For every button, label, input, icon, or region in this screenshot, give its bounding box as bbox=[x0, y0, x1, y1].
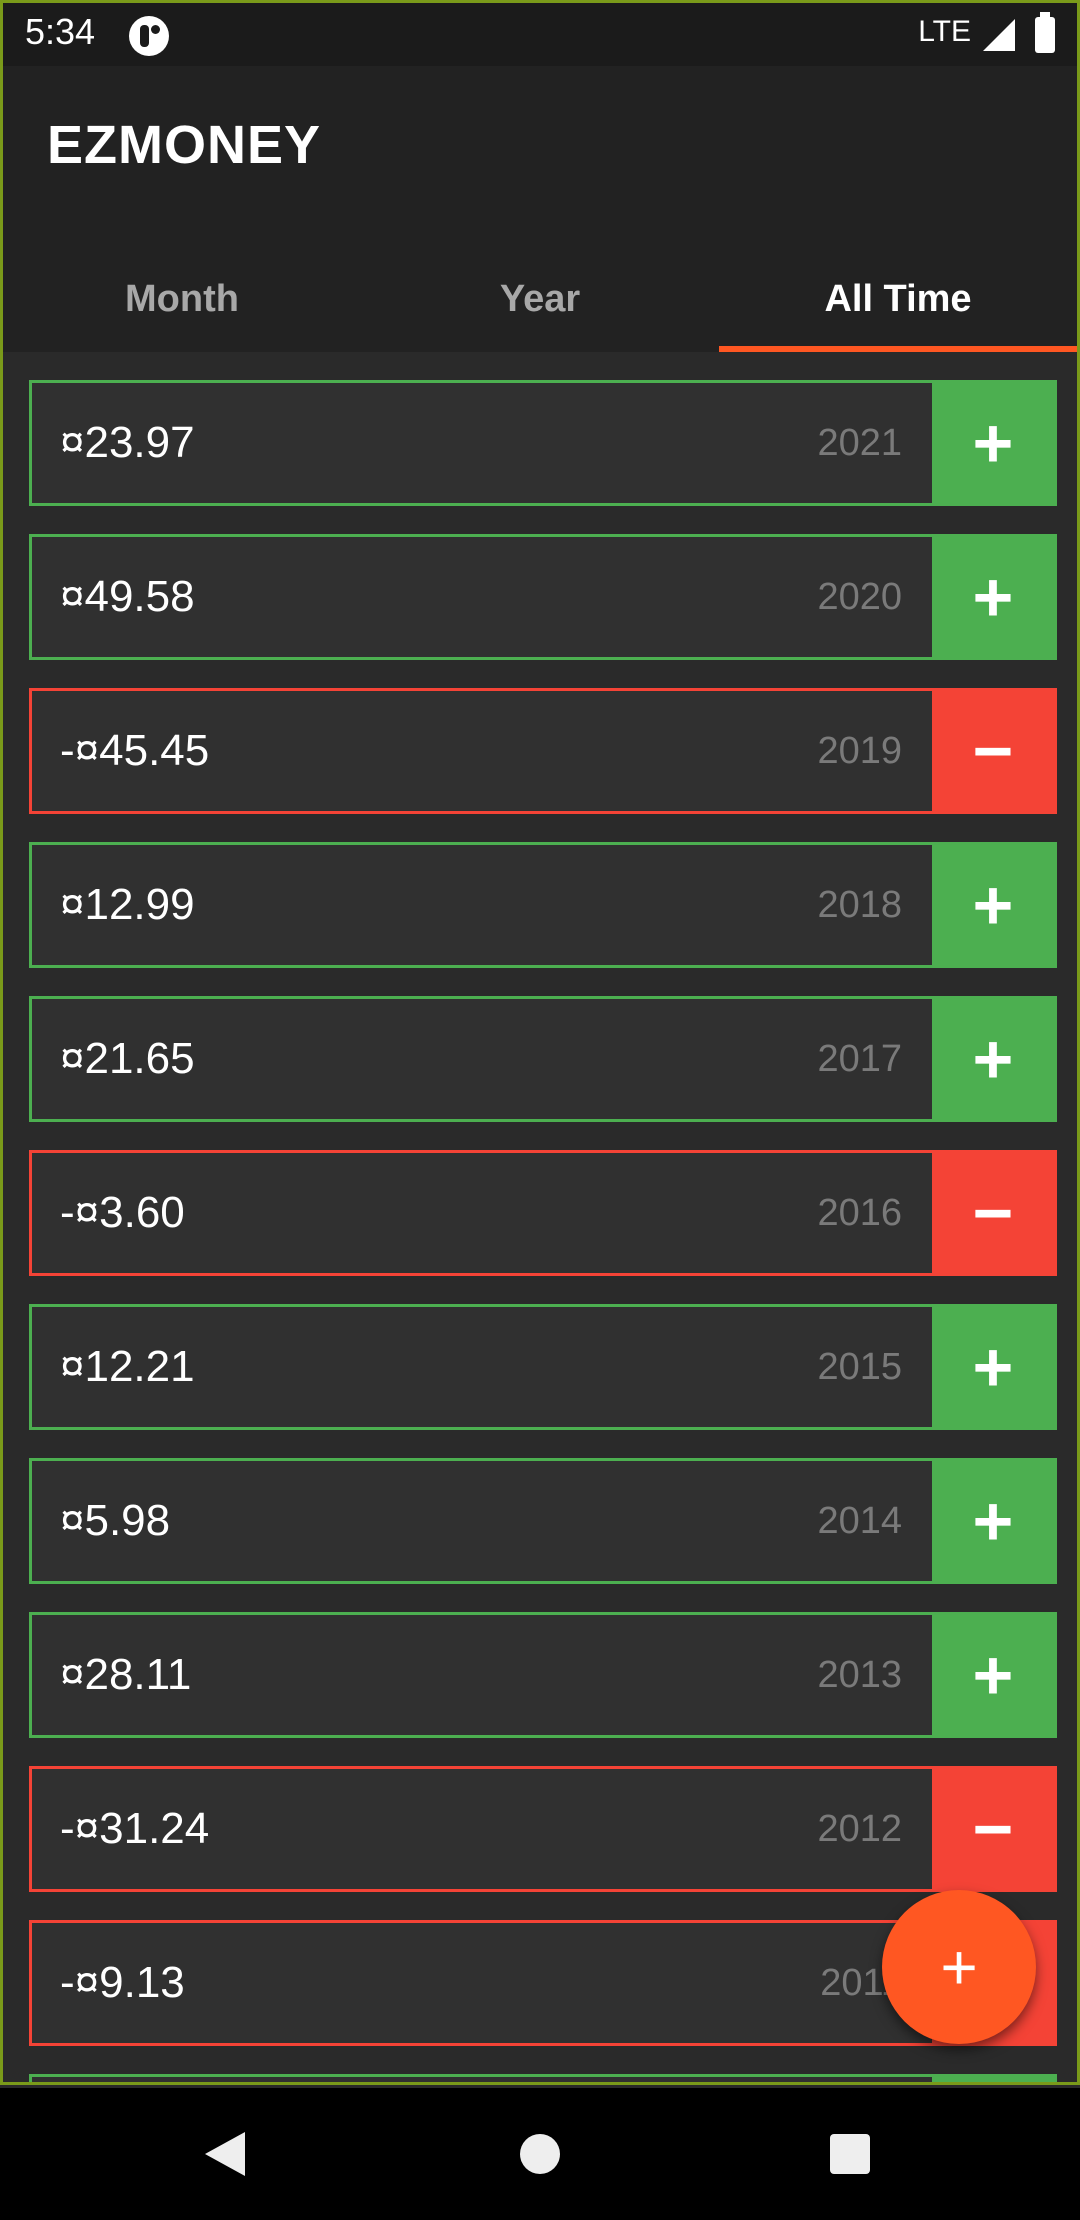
list-item[interactable]: ¤21.65 2017 + bbox=[29, 996, 1057, 1122]
amount-text: ¤21.65 bbox=[60, 1034, 195, 1083]
plus-button[interactable]: + bbox=[932, 383, 1054, 503]
tab-bar: Month Year All Time bbox=[3, 246, 1077, 352]
plus-button[interactable]: + bbox=[932, 1461, 1054, 1581]
home-icon[interactable] bbox=[520, 2134, 560, 2174]
list-item[interactable]: ¤49.58 2020 + bbox=[29, 534, 1057, 660]
year-text: 2016 bbox=[817, 1192, 902, 1234]
amount-text: ¤12.99 bbox=[60, 880, 195, 929]
notification-app-icon bbox=[129, 16, 169, 56]
back-icon[interactable] bbox=[205, 2132, 245, 2176]
minus-button[interactable]: − bbox=[932, 1769, 1054, 1889]
network-type: LTE bbox=[918, 15, 971, 48]
year-text: 2018 bbox=[817, 884, 902, 926]
year-text: 2020 bbox=[817, 576, 902, 618]
year-text: 2015 bbox=[817, 1346, 902, 1388]
plus-button[interactable]: + bbox=[932, 999, 1054, 1119]
tab-all-time[interactable]: All Time bbox=[719, 246, 1077, 352]
plus-button[interactable]: + bbox=[932, 1307, 1054, 1427]
list-item[interactable]: ¤12.21 2015 + bbox=[29, 1304, 1057, 1430]
signal-icon bbox=[983, 19, 1015, 51]
add-transaction-fab[interactable]: + bbox=[882, 1890, 1036, 2044]
list-item[interactable]: -¤31.24 2012− bbox=[29, 1766, 1057, 1892]
amount-text: ¤23.97 bbox=[60, 418, 195, 467]
year-text: 2014 bbox=[817, 1500, 902, 1542]
list-item[interactable]: -¤3.60 2016− bbox=[29, 1150, 1057, 1276]
amount-text: -¤31.24 bbox=[60, 1804, 210, 1853]
list-item[interactable]: ¤28.11 2013 + bbox=[29, 1612, 1057, 1738]
amount-text: -¤3.60 bbox=[60, 1188, 185, 1237]
system-nav-bar bbox=[0, 2088, 1080, 2220]
amount-text: ¤49.58 bbox=[60, 572, 195, 621]
minus-button[interactable]: − bbox=[932, 691, 1054, 811]
app-title: EZMONEY bbox=[47, 115, 322, 175]
list-item[interactable]: ¤12.99 2018 + bbox=[29, 842, 1057, 968]
transaction-list[interactable]: ¤23.97 2021 + ¤49.58 2020 + -¤45.45 2019− ¤12.99… bbox=[0, 352, 1080, 2085]
year-text: 2013 bbox=[817, 1654, 902, 1696]
year-text: 2019 bbox=[817, 730, 902, 772]
app-bar: EZMONEY Month Year All Time bbox=[0, 66, 1080, 352]
amount-text: -¤45.45 bbox=[60, 726, 210, 775]
amount-text: -¤9.13 bbox=[60, 1958, 185, 2007]
plus-button[interactable]: + bbox=[932, 845, 1054, 965]
plus-button[interactable]: + bbox=[932, 537, 1054, 657]
recents-icon[interactable] bbox=[830, 2134, 870, 2174]
tab-month[interactable]: Month bbox=[125, 277, 239, 320]
battery-icon bbox=[1035, 12, 1055, 53]
list-item[interactable]: -¤45.45 2019− bbox=[29, 688, 1057, 814]
plus-button[interactable]: + bbox=[932, 2077, 1054, 2082]
minus-button[interactable]: − bbox=[932, 1153, 1054, 1273]
year-text: 2012 bbox=[817, 1808, 902, 1850]
year-text: 2021 bbox=[817, 422, 902, 464]
plus-button[interactable]: + bbox=[932, 1615, 1054, 1735]
status-bar: 5:34 LTE bbox=[0, 0, 1080, 66]
amount-text: ¤5.98 bbox=[60, 1496, 171, 1545]
amount-text: ¤28.11 bbox=[60, 1650, 192, 1699]
year-text: 2017 bbox=[817, 1038, 902, 1080]
amount-text: ¤12.21 bbox=[60, 1342, 195, 1391]
status-time: 5:34 bbox=[25, 11, 96, 52]
list-item[interactable]: + bbox=[29, 2074, 1057, 2082]
list-item[interactable]: ¤5.98 2014 + bbox=[29, 1458, 1057, 1584]
list-item[interactable]: ¤23.97 2021 + bbox=[29, 380, 1057, 506]
tab-year[interactable]: Year bbox=[499, 277, 581, 320]
